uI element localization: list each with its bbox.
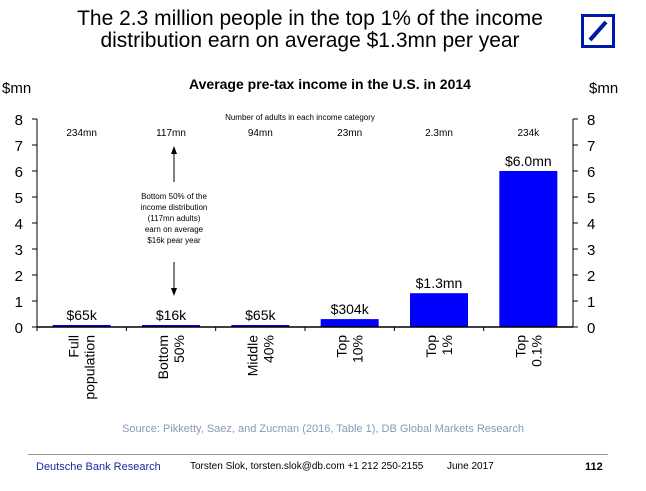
adults-count-1: 117mn bbox=[156, 128, 186, 139]
annotation-line-0: Bottom 50% of the bbox=[141, 192, 207, 201]
data-label-3: $304k bbox=[331, 301, 370, 317]
y-tick-label-right: 6 bbox=[587, 164, 595, 181]
category-label-1: Bottom50% bbox=[155, 335, 187, 379]
category-label-3: Top10% bbox=[334, 335, 366, 363]
y-tick-label-right: 7 bbox=[587, 138, 595, 155]
annotation-line-4: $16k pear year bbox=[147, 236, 201, 245]
slide-title-line-2: distribution earn on average $1.3mn per … bbox=[100, 29, 520, 52]
footer-divider bbox=[28, 454, 608, 455]
data-label-2: $65k bbox=[245, 307, 276, 323]
chart-title: Average pre-tax income in the U.S. in 20… bbox=[189, 76, 471, 92]
income-bar-chart: 0 0 1 1 2 2 3 3 4 4 5 5 6 6 7 7 8 8 Number of adults in ea… bbox=[15, 112, 596, 400]
data-label-1: $16k bbox=[156, 307, 187, 323]
y-tick-label-left: 3 bbox=[15, 242, 23, 259]
annotation-line-2: (117mn adults) bbox=[148, 214, 201, 223]
y-tick-label-right: 8 bbox=[587, 112, 595, 129]
annotation-line-3: earn on average bbox=[145, 225, 204, 234]
data-label-4: $1.3mn bbox=[416, 275, 463, 291]
y-tick-label-right: 1 bbox=[587, 294, 595, 311]
y-tick-label-left: 0 bbox=[15, 320, 23, 337]
category-label-0: Fullpopulation bbox=[66, 335, 98, 400]
y-tick-label-right: 4 bbox=[587, 216, 595, 233]
footer-brand: Deutsche Bank Research bbox=[36, 461, 161, 473]
y-tick-label-left: 7 bbox=[15, 138, 23, 155]
bar-0 bbox=[52, 325, 111, 327]
y-tick-label-right: 3 bbox=[587, 242, 595, 259]
y-tick-label-left: 4 bbox=[15, 216, 23, 233]
y-tick-label-left: 5 bbox=[15, 190, 23, 207]
annotation-arrow-down-head bbox=[171, 288, 177, 296]
y-tick-label-left: 2 bbox=[15, 268, 23, 285]
data-label-5: $6.0mn bbox=[505, 153, 552, 169]
bar-3 bbox=[320, 319, 379, 327]
slide-title: The 2.3 million people in the top 1% of … bbox=[30, 8, 590, 52]
category-label-2: Middle40% bbox=[244, 335, 276, 376]
slide-title-line-1: The 2.3 million people in the top 1% of … bbox=[77, 7, 543, 30]
bar-1 bbox=[142, 325, 200, 327]
bar-2 bbox=[231, 325, 290, 327]
deutsche-bank-logo-icon bbox=[581, 14, 615, 48]
y-tick-label-left: 8 bbox=[15, 112, 23, 129]
annotation-line-1: income distribution bbox=[141, 203, 208, 212]
y-tick-label-right: 2 bbox=[587, 268, 595, 285]
category-label-4: Top1% bbox=[423, 335, 455, 358]
footer-contact: Torsten Slok, torsten.slok@db.com +1 212… bbox=[190, 461, 424, 472]
y-axis-unit-right: $mn bbox=[589, 80, 619, 97]
bar-4 bbox=[410, 293, 468, 327]
y-tick-label-left: 6 bbox=[15, 164, 23, 181]
y-tick-label-right: 0 bbox=[587, 320, 595, 337]
adults-count-0: 234mn bbox=[66, 128, 97, 139]
data-label-0: $65k bbox=[66, 307, 97, 323]
source-note: Source: Pikketty, Saez, and Zucman (2016… bbox=[122, 423, 524, 435]
adults-count-5: 234k bbox=[517, 128, 540, 139]
y-axis-unit-left: $mn bbox=[2, 80, 32, 97]
y-tick-label-right: 5 bbox=[587, 190, 595, 207]
adults-count-4: 2.3mn bbox=[425, 128, 453, 139]
footer-date: June 2017 bbox=[447, 461, 494, 472]
y-tick-label-left: 1 bbox=[15, 294, 23, 311]
annotation-arrow-up-head bbox=[171, 146, 177, 154]
page-number: 112 bbox=[585, 461, 603, 473]
adults-count-3: 23mn bbox=[337, 128, 362, 139]
category-label-5: Top0.1% bbox=[512, 335, 544, 367]
bar-5 bbox=[499, 171, 558, 327]
adults-header: Number of adults in each income category bbox=[225, 113, 375, 122]
adults-count-2: 94mn bbox=[248, 128, 273, 139]
